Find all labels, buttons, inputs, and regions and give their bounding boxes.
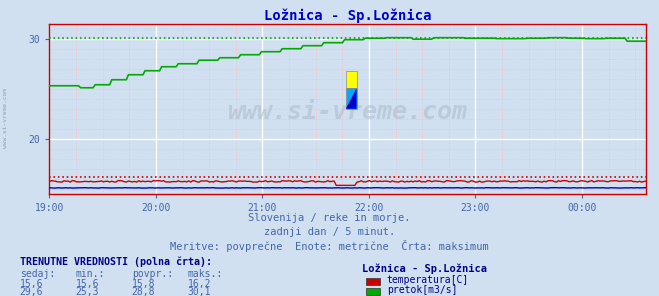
Text: zadnji dan / 5 minut.: zadnji dan / 5 minut. xyxy=(264,227,395,237)
Text: 30,1: 30,1 xyxy=(188,287,212,296)
Text: pretok[m3/s]: pretok[m3/s] xyxy=(387,285,457,295)
Text: temperatura[C]: temperatura[C] xyxy=(387,275,469,285)
Text: 15,6: 15,6 xyxy=(76,279,100,289)
Text: min.:: min.: xyxy=(76,269,105,279)
Polygon shape xyxy=(346,71,357,88)
Text: Ložnica - Sp.Ložnica: Ložnica - Sp.Ložnica xyxy=(362,264,488,274)
Text: 29,6: 29,6 xyxy=(20,287,43,296)
Text: 15,8: 15,8 xyxy=(132,279,156,289)
Text: TRENUTNE VREDNOSTI (polna črta):: TRENUTNE VREDNOSTI (polna črta): xyxy=(20,256,212,267)
Polygon shape xyxy=(346,88,357,109)
Text: 28,8: 28,8 xyxy=(132,287,156,296)
Text: 15,6: 15,6 xyxy=(20,279,43,289)
Text: www.si-vreme.com: www.si-vreme.com xyxy=(227,100,468,124)
Text: sedaj:: sedaj: xyxy=(20,269,55,279)
Text: Meritve: povprečne  Enote: metrične  Črta: maksimum: Meritve: povprečne Enote: metrične Črta:… xyxy=(170,240,489,252)
Text: Slovenija / reke in morje.: Slovenija / reke in morje. xyxy=(248,213,411,223)
Text: povpr.:: povpr.: xyxy=(132,269,173,279)
Text: 25,3: 25,3 xyxy=(76,287,100,296)
Text: 16,2: 16,2 xyxy=(188,279,212,289)
Title: Ložnica - Sp.Ložnica: Ložnica - Sp.Ložnica xyxy=(264,8,432,22)
Text: www.si-vreme.com: www.si-vreme.com xyxy=(3,89,8,148)
Polygon shape xyxy=(346,88,357,109)
Text: maks.:: maks.: xyxy=(188,269,223,279)
